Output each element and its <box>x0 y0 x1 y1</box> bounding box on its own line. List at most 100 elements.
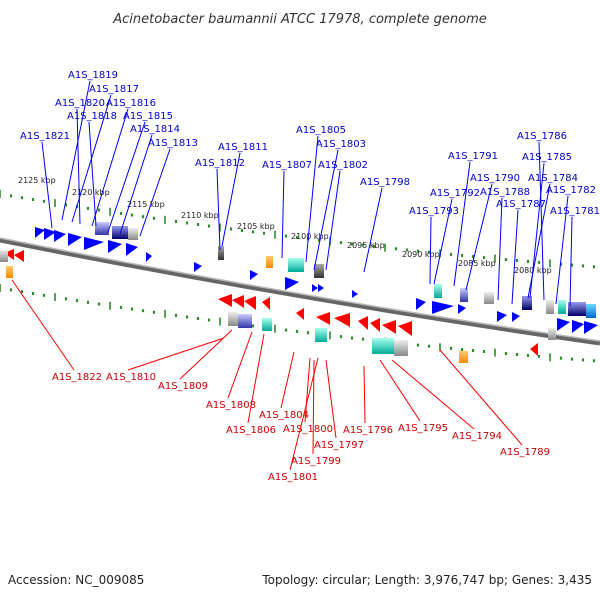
reverse-gene-arrow[interactable] <box>262 297 270 310</box>
reverse-gene-arrow[interactable] <box>218 294 232 307</box>
forward-gene-label[interactable]: A1S_1816 <box>106 98 156 109</box>
forward-gene-label[interactable]: A1S_1814 <box>130 124 180 135</box>
forward-gene-arrow[interactable] <box>54 230 66 242</box>
forward-gene-label[interactable]: A1S_1807 <box>262 160 312 171</box>
feature-block[interactable] <box>460 288 468 302</box>
forward-gene-label[interactable]: A1S_1820 <box>55 98 105 109</box>
forward-gene-label[interactable]: A1S_1813 <box>148 138 198 149</box>
forward-gene-label[interactable]: A1S_1791 <box>448 151 498 162</box>
forward-gene-arrow[interactable] <box>572 320 584 333</box>
reverse-gene-label[interactable]: A1S_1789 <box>500 447 550 458</box>
feature-block[interactable] <box>228 312 238 326</box>
reverse-gene-arrow[interactable] <box>530 343 538 356</box>
reverse-gene-arrow[interactable] <box>232 295 244 308</box>
reverse-gene-label[interactable]: A1S_1795 <box>398 423 448 434</box>
reverse-gene-arrow[interactable] <box>358 316 368 330</box>
forward-gene-label[interactable]: A1S_1811 <box>218 142 268 153</box>
feature-block[interactable] <box>262 318 272 331</box>
feature-block[interactable] <box>314 264 324 278</box>
reverse-gene-arrow[interactable] <box>244 296 256 310</box>
reverse-gene-arrow[interactable] <box>316 312 330 325</box>
forward-gene-label[interactable]: A1S_1787 <box>496 199 546 210</box>
reverse-gene-label[interactable]: A1S_1809 <box>158 381 208 392</box>
forward-gene-label[interactable]: A1S_1785 <box>522 152 572 163</box>
reverse-gene-label[interactable]: A1S_1808 <box>206 400 256 411</box>
forward-gene-arrow[interactable] <box>108 240 122 253</box>
forward-gene-arrow[interactable] <box>318 284 324 292</box>
reverse-gene-arrow[interactable] <box>382 320 396 334</box>
feature-block[interactable] <box>394 340 408 356</box>
reverse-gene-label[interactable]: A1S_1801 <box>268 472 318 483</box>
forward-gene-label[interactable]: A1S_1798 <box>360 177 410 188</box>
reverse-gene-label[interactable]: A1S_1806 <box>226 425 276 436</box>
reverse-gene-arrow[interactable] <box>334 313 350 327</box>
forward-gene-arrow[interactable] <box>44 228 56 240</box>
forward-gene-label[interactable]: A1S_1786 <box>517 131 567 142</box>
forward-gene-label[interactable]: A1S_1788 <box>480 187 530 198</box>
feature-block[interactable] <box>288 258 304 272</box>
feature-block[interactable] <box>558 300 566 314</box>
feature-block[interactable] <box>218 246 224 260</box>
feature-block[interactable] <box>266 256 273 268</box>
feature-block[interactable] <box>586 304 596 318</box>
reverse-gene-arrow[interactable] <box>4 249 14 260</box>
forward-gene-arrow[interactable] <box>557 318 570 331</box>
feature-block[interactable] <box>95 222 109 235</box>
forward-gene-label[interactable]: A1S_1805 <box>296 125 346 136</box>
forward-gene-label[interactable]: A1S_1802 <box>318 160 368 171</box>
reverse-gene-arrow[interactable] <box>398 321 412 336</box>
reverse-gene-label[interactable]: A1S_1810 <box>106 372 156 383</box>
forward-gene-arrow[interactable] <box>35 227 45 238</box>
reverse-gene-label[interactable]: A1S_1797 <box>314 440 364 451</box>
forward-gene-arrow[interactable] <box>285 277 299 290</box>
forward-gene-label[interactable]: A1S_1815 <box>123 111 173 122</box>
feature-block[interactable] <box>372 338 394 354</box>
forward-gene-label[interactable]: A1S_1784 <box>528 173 578 184</box>
feature-block[interactable] <box>128 228 138 240</box>
forward-gene-arrow[interactable] <box>352 290 358 298</box>
feature-block[interactable] <box>459 351 468 363</box>
forward-gene-arrow[interactable] <box>432 301 454 314</box>
forward-gene-arrow[interactable] <box>68 233 82 246</box>
forward-gene-arrow[interactable] <box>84 237 104 250</box>
forward-gene-label[interactable]: A1S_1817 <box>89 84 139 95</box>
feature-block[interactable] <box>434 284 442 298</box>
forward-gene-label[interactable]: A1S_1821 <box>20 131 70 142</box>
forward-gene-arrow[interactable] <box>416 298 426 310</box>
reverse-gene-arrow[interactable] <box>296 308 304 320</box>
reverse-gene-label[interactable]: A1S_1799 <box>291 456 341 467</box>
forward-gene-label[interactable]: A1S_1812 <box>195 158 245 169</box>
forward-gene-label[interactable]: A1S_1803 <box>316 139 366 150</box>
reverse-gene-label[interactable]: A1S_1804 <box>259 410 309 421</box>
forward-gene-arrow[interactable] <box>312 284 318 292</box>
feature-block[interactable] <box>238 314 252 328</box>
feature-block[interactable] <box>0 250 8 262</box>
forward-gene-arrow[interactable] <box>146 252 152 262</box>
feature-block[interactable] <box>548 328 556 340</box>
forward-gene-arrow[interactable] <box>194 262 202 272</box>
forward-gene-label[interactable]: A1S_1818 <box>67 111 117 122</box>
forward-gene-arrow[interactable] <box>512 312 520 322</box>
feature-block[interactable] <box>568 302 586 316</box>
forward-gene-label[interactable]: A1S_1793 <box>409 206 459 217</box>
reverse-gene-arrow[interactable] <box>14 250 24 262</box>
reverse-gene-label[interactable]: A1S_1800 <box>283 424 333 435</box>
forward-gene-arrow[interactable] <box>126 243 138 256</box>
feature-block[interactable] <box>484 292 494 304</box>
reverse-gene-label[interactable]: A1S_1796 <box>343 425 393 436</box>
forward-gene-label[interactable]: A1S_1790 <box>470 173 520 184</box>
forward-gene-label[interactable]: A1S_1792 <box>430 188 480 199</box>
reverse-gene-arrow[interactable] <box>370 318 380 332</box>
feature-block[interactable] <box>522 296 532 310</box>
forward-gene-label[interactable]: A1S_1781 <box>550 206 600 217</box>
feature-block[interactable] <box>315 328 327 342</box>
reverse-gene-label[interactable]: A1S_1794 <box>452 431 502 442</box>
forward-gene-label[interactable]: A1S_1819 <box>68 70 118 81</box>
reverse-gene-label[interactable]: A1S_1822 <box>52 372 102 383</box>
forward-gene-arrow[interactable] <box>250 270 258 280</box>
forward-gene-arrow[interactable] <box>584 321 598 334</box>
feature-block[interactable] <box>6 266 13 278</box>
forward-gene-arrow[interactable] <box>497 311 507 322</box>
forward-gene-label[interactable]: A1S_1782 <box>546 185 596 196</box>
forward-gene-arrow[interactable] <box>458 304 466 314</box>
